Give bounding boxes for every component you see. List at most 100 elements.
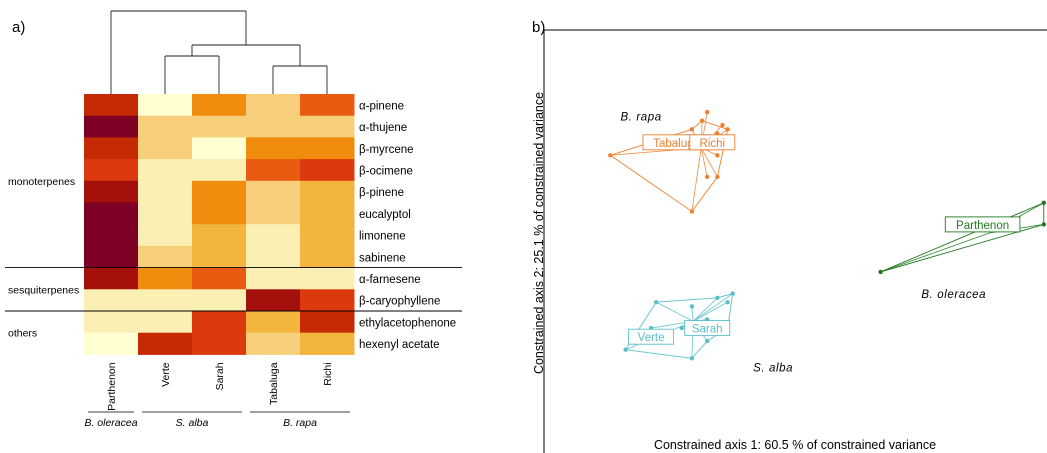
heatmap-cell-ocimene-sarah xyxy=(192,159,247,182)
row-label-ethylacetophenone: ethylacetophenone xyxy=(359,317,456,329)
heatmap-cell-ethylacetophenone-tabaluga xyxy=(246,311,301,334)
row-label-thujene: α-thujene xyxy=(359,122,407,134)
row-label-pinene: β-pinene xyxy=(359,187,404,199)
panel-b-label: b) xyxy=(532,19,545,36)
point-s-alba-8 xyxy=(715,295,720,301)
heatmap-cell-ocimene-richi xyxy=(300,159,355,182)
heatmap-cell-hexenyl-acetate-richi xyxy=(300,332,355,355)
heatmap-cell-thujene-richi xyxy=(300,115,355,138)
point-label-richi: Richi xyxy=(700,138,726,150)
heatmap-cell-ocimene-verte xyxy=(138,159,193,182)
heatmap-cell-limonene-richi xyxy=(300,224,355,247)
heatmap-species-groups: B. oleracea S. alba B. rapa xyxy=(84,411,350,429)
row-label-eucalyptol: eucalyptol xyxy=(359,209,411,221)
heatmap-cell-farnesene-tabaluga xyxy=(246,267,301,290)
heatmap-cell-pinene-tabaluga xyxy=(246,180,301,203)
point-s-alba-3 xyxy=(679,325,684,331)
heatmap-cell-hexenyl-acetate-tabaluga xyxy=(246,332,301,355)
point-s-alba-0 xyxy=(623,347,628,352)
point-b-rapa-8 xyxy=(715,174,720,180)
ordination-marks: Tabaluga Richi Verte Sarah Parthenon B. rapa S… xyxy=(608,109,1047,374)
heatmap-row-labels: α-pinene α-thujene β-myrcene β-ocimene β-pin… xyxy=(359,100,456,351)
species-group-label-b-rapa: B. rapa xyxy=(283,417,317,429)
group-name-b-rapa: B. rapa xyxy=(621,112,662,124)
heatmap-cell-myrcene-tabaluga xyxy=(246,137,301,160)
label-box-richi xyxy=(689,134,736,151)
point-b-rapa-2 xyxy=(689,209,695,214)
spider-line-b-rapa xyxy=(700,147,718,178)
heatmap-cell-caryophyllene-parthenon xyxy=(84,289,139,312)
ordination-panel: Constrained axis 1: 60.5 % of constraine… xyxy=(532,29,1047,453)
heatmap-cell-eucalyptol-richi xyxy=(300,202,355,225)
spider-line-s-alba xyxy=(692,293,733,322)
heatmap-panel: α-pinene α-thujene β-myrcene β-ocimene β-pin… xyxy=(5,10,462,429)
point-b-rapa-4 xyxy=(705,174,710,180)
heatmap-column-labels: Parthenon Verte Sarah Tabaluga Richi xyxy=(106,362,334,411)
column-label-sarah: Sarah xyxy=(214,362,226,390)
label-box-sarah xyxy=(684,320,731,337)
heatmap-cell-farnesene-verte xyxy=(138,267,193,290)
point-label-tabaluga: Tabaluga xyxy=(653,138,700,150)
heatmap-cell-thujene-tabaluga xyxy=(246,115,301,138)
heatmap-cell-limonene-verte xyxy=(138,224,193,247)
heatmap-cell-sabinene-sarah xyxy=(192,245,247,269)
spider-line-b-rapa xyxy=(700,147,708,177)
heatmap-cell-caryophyllene-tabaluga xyxy=(246,289,301,312)
heatmap-cell-pinene-sarah xyxy=(192,180,247,203)
heatmap-cell-ocimene-tabaluga xyxy=(246,159,301,182)
spider-line-b-oleracea xyxy=(880,232,990,273)
heatmap-cell-eucalyptol-sarah xyxy=(192,202,247,225)
heatmap-cell-eucalyptol-parthenon xyxy=(84,202,139,225)
row-label-limonene: limonene xyxy=(359,231,406,243)
heatmap-cell-thujene-parthenon xyxy=(84,115,139,138)
heatmap-cell-sabinene-tabaluga xyxy=(246,245,301,269)
heatmap-cells xyxy=(84,94,355,355)
point-b-rapa-1 xyxy=(689,127,695,132)
heatmap-cell-myrcene-parthenon xyxy=(84,137,139,160)
heatmap-cell-pinene-richi xyxy=(300,180,355,203)
spider-line-s-alba xyxy=(691,306,694,322)
heatmap-row-groups: monoterpenes sesquiterpenes others xyxy=(5,176,462,340)
point-label-sarah: Sarah xyxy=(692,324,723,336)
heatmap-cell-myrcene-richi xyxy=(300,137,355,160)
point-s-alba-4 xyxy=(689,356,695,361)
heatmap-cell-ethylacetophenone-sarah xyxy=(192,311,247,334)
heatmap-cell-caryophyllene-sarah xyxy=(192,289,247,312)
heatmap-cell-pinene-parthenon xyxy=(84,180,139,203)
point-b-rapa-9 xyxy=(720,122,725,128)
point-b-oleracea-2 xyxy=(1041,222,1047,227)
heatmap-cell-pinene-parthenon xyxy=(84,94,139,117)
heatmap-cell-thujene-verte xyxy=(138,115,193,138)
row-label-myrcene: β-myrcene xyxy=(359,144,414,156)
heatmap-cell-myrcene-sarah xyxy=(192,137,247,160)
point-s-alba-9 xyxy=(725,299,730,305)
label-box-parthenon xyxy=(944,216,1021,233)
row-label-hexenyl-acetate: hexenyl acetate xyxy=(359,339,440,351)
point-label-parthenon: Parthenon xyxy=(956,220,1009,232)
row-group-label-monoterpenes: monoterpenes xyxy=(8,176,75,188)
spider-line-s-alba xyxy=(692,297,718,322)
heatmap-cell-hexenyl-acetate-sarah xyxy=(192,332,247,355)
point-s-alba-2 xyxy=(654,299,659,305)
heatmap-cell-caryophyllene-richi xyxy=(300,289,355,312)
panel-a-label: a) xyxy=(12,19,25,36)
group-name-s-alba: S. alba xyxy=(753,362,793,374)
heatmap-cell-ethylacetophenone-richi xyxy=(300,311,355,334)
hull-s-alba xyxy=(625,292,734,359)
column-label-richi: Richi xyxy=(322,362,334,385)
point-b-oleracea-0 xyxy=(878,269,883,275)
heatmap-cell-pinene-verte xyxy=(138,94,193,117)
heatmap-cell-farnesene-sarah xyxy=(192,267,247,290)
heatmap-cell-eucalyptol-tabaluga xyxy=(246,202,301,225)
heatmap-cell-sabinene-parthenon xyxy=(84,245,139,269)
heatmap-cell-eucalyptol-verte xyxy=(138,202,193,225)
heatmap-cell-sabinene-verte xyxy=(138,245,193,269)
heatmap-cell-caryophyllene-verte xyxy=(138,289,193,312)
point-s-alba-6 xyxy=(705,338,710,344)
label-box-verte xyxy=(628,328,675,345)
species-group-label-b-oleracea: B. oleracea xyxy=(84,417,137,429)
row-group-label-others: others xyxy=(8,328,37,340)
row-label-farnesene: α-farnesene xyxy=(359,274,421,286)
spider-line-b-rapa xyxy=(691,147,702,212)
row-label-ocimene: β-ocimene xyxy=(359,165,413,177)
